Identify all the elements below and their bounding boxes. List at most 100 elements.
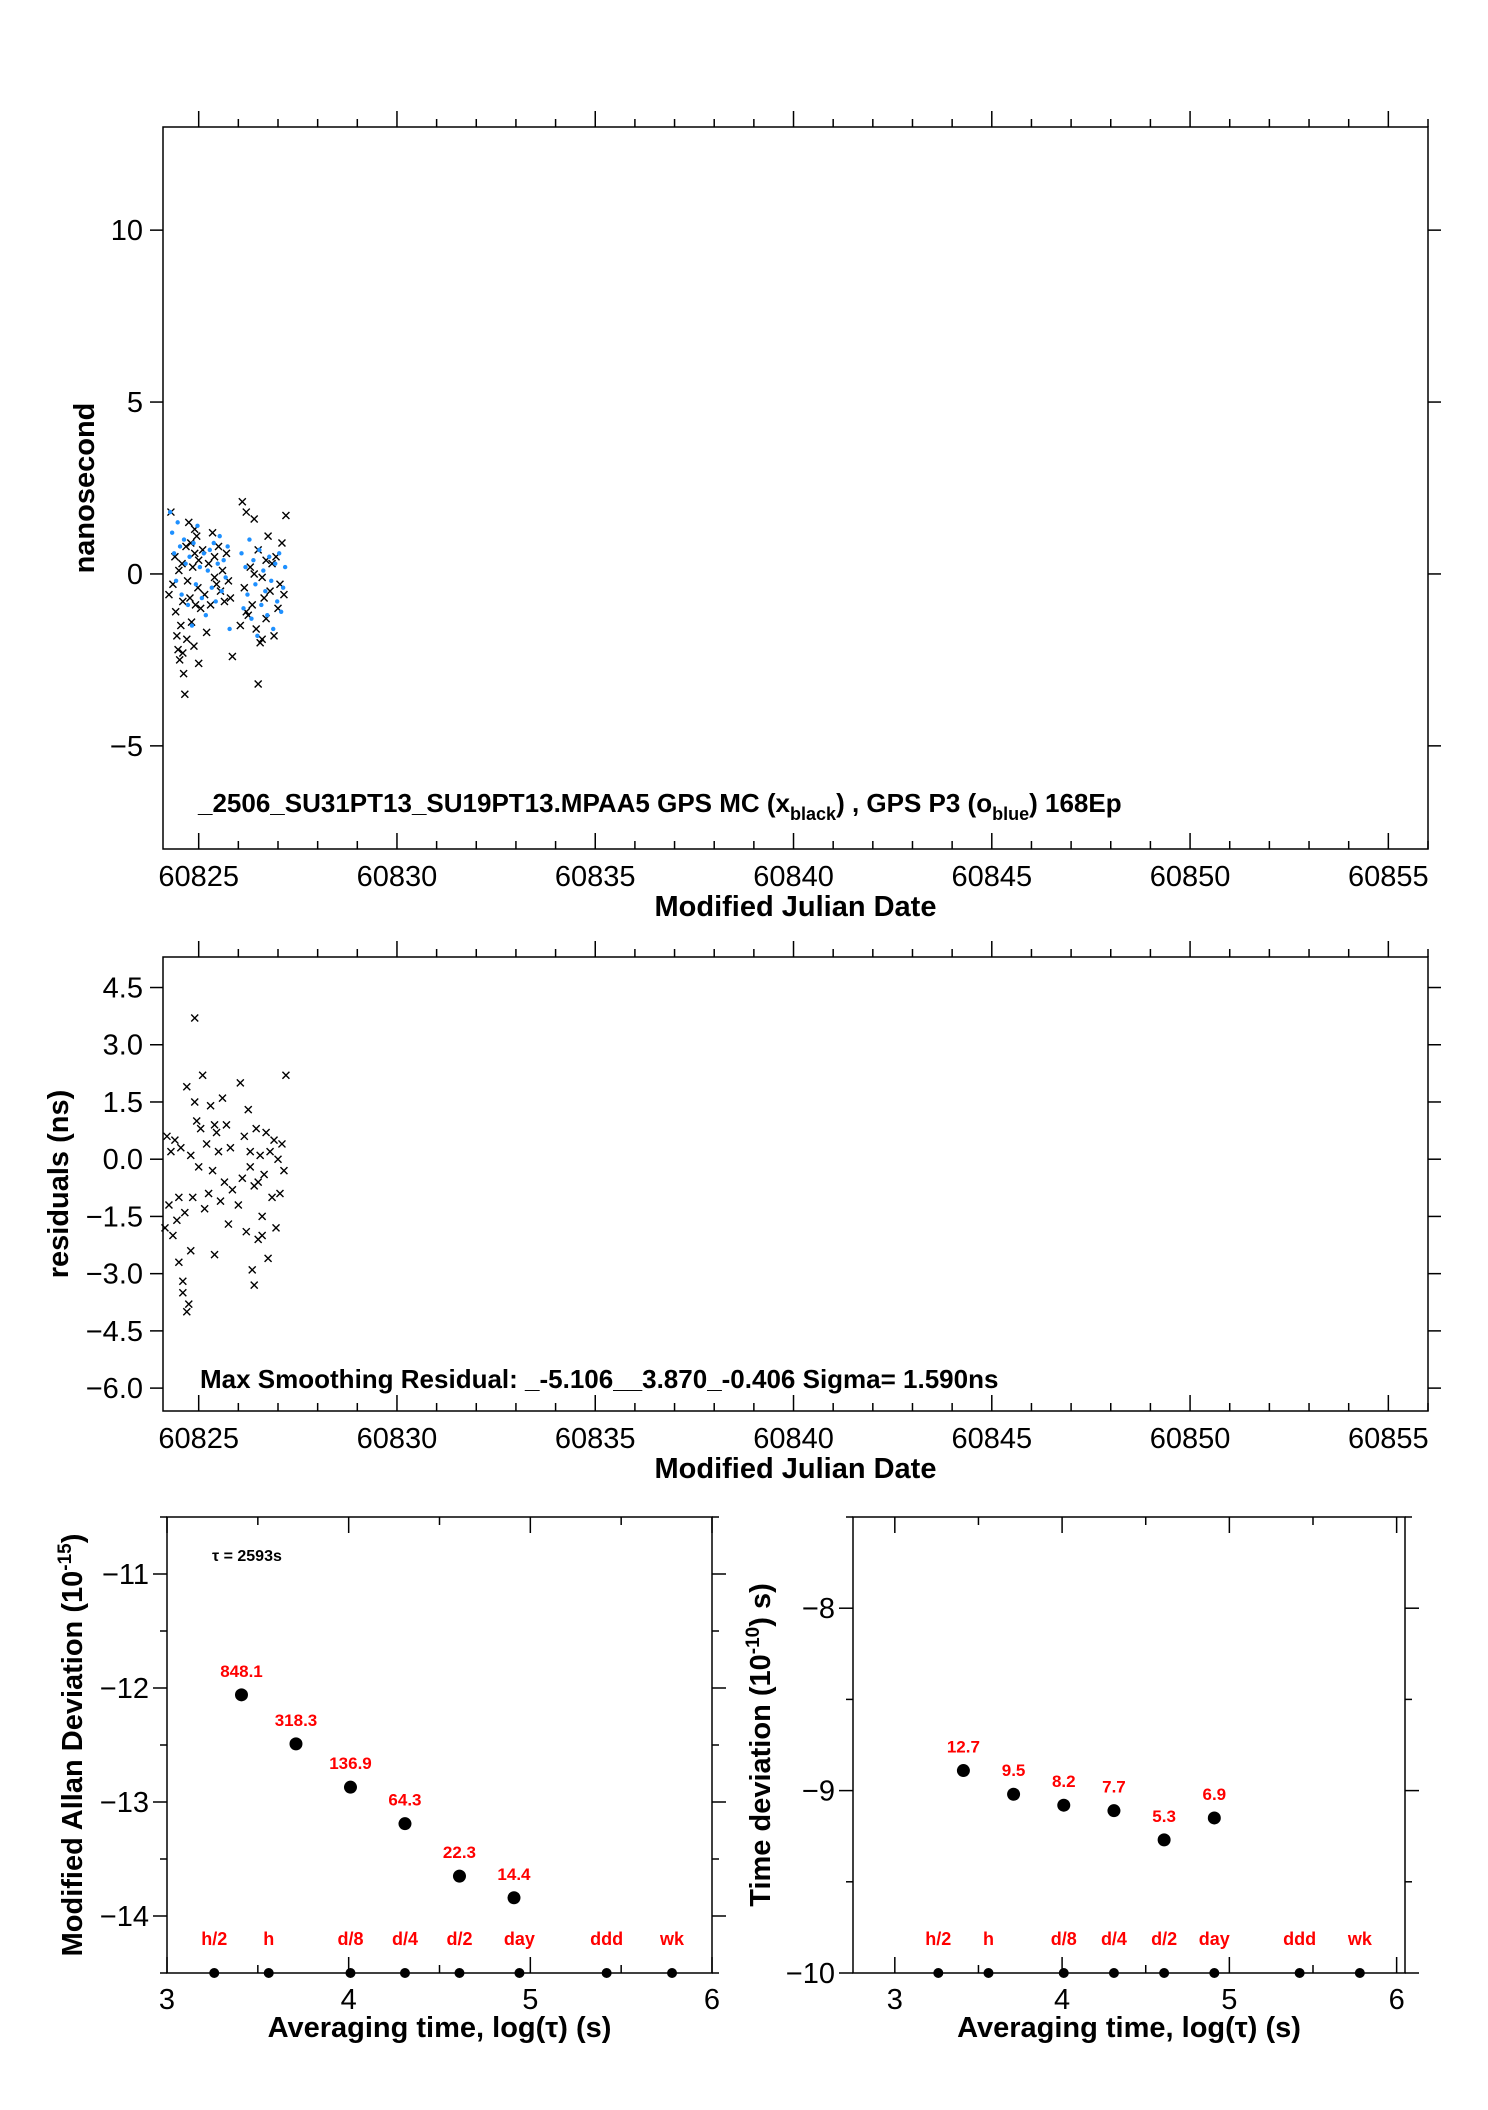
y-tick-label: 5 [127,387,143,419]
data-point [190,549,199,558]
data-point [174,1193,183,1202]
data-point [270,1136,279,1145]
data-point [202,628,211,637]
x-axis-title: Averaging time, log(τ) (s) [268,2012,612,2044]
deviation-point [1207,1811,1221,1825]
tau-marker-label: wk [659,1929,685,1949]
data-point [261,568,266,573]
data-point [214,542,223,551]
data-point [276,551,282,556]
data-point [255,633,260,639]
data-point [228,1185,237,1194]
data-point [184,1300,193,1309]
data-point [238,497,247,506]
data-point [272,1223,281,1232]
data-point [166,1147,175,1156]
data-point [266,1147,275,1156]
annotation-text: _2506_SU31PT13_SU19PT13.MPAA5 GPS MC (x [197,788,791,818]
top-annotation: _2506_SU31PT13_SU19PT13.MPAA5 GPS MC (x b… [197,788,1122,824]
data-point [206,600,215,609]
tau-marker-label: d/8 [1051,1929,1077,1949]
x-tick-label: 60845 [951,861,1032,893]
data-point [168,1231,177,1240]
y-tick-label: −9 [802,1776,835,1808]
data-point [167,509,173,515]
deviation-point [507,1891,521,1905]
data-point [192,1117,201,1126]
data-point [223,575,228,580]
data-point [162,1132,171,1141]
data-point [204,1189,213,1198]
data-point [187,618,196,627]
data-point [176,621,185,630]
data-point [182,635,191,644]
data-point [248,1265,257,1274]
tau-marker-label: h/2 [925,1929,951,1949]
data-point [192,532,201,541]
data-point [246,1162,255,1171]
data-point [164,1200,173,1209]
y-tick-label: 4.5 [103,973,143,1005]
data-point [215,561,220,566]
data-point [208,1166,217,1175]
y-axis-title-end: ) [57,1534,89,1544]
data-point [194,556,203,565]
deviation-point-label: 6.9 [1202,1785,1226,1804]
data-point [194,659,203,668]
tau-marker-label: d/4 [1101,1929,1127,1949]
data-point [218,566,227,575]
data-point [273,561,278,566]
data-point [240,1132,249,1141]
deviation-point [1007,1787,1021,1801]
deviation-point [1107,1804,1121,1818]
tau-marker-label: d/2 [446,1929,472,1949]
data-point [270,631,279,640]
data-point [239,551,244,556]
tau-marker-label: d/8 [337,1929,363,1949]
data-point [185,594,194,603]
x-tick-label: 60825 [158,1423,239,1455]
data-point [263,588,268,594]
deviation-point-label: 64.3 [388,1791,421,1810]
tau-annotation: τ = 2593s [212,1548,282,1565]
y-tick-label: 10 [111,215,143,247]
data-point [279,590,288,599]
data-point [178,1288,187,1297]
data-point [257,547,262,553]
data-point [268,559,277,568]
annotation-text: ) 168Ep [1029,788,1122,818]
data-point [267,554,272,559]
x-axis-title: Averaging time, log(τ) (s) [957,2012,1301,2044]
data-point [217,533,222,539]
data-point [277,539,286,548]
data-point [250,569,259,578]
tau-marker-label: h [983,1929,994,1949]
data-point [234,1200,243,1209]
data-point [176,1143,185,1152]
tau-marker-label: ddd [1283,1929,1316,1949]
data-point [182,1307,191,1316]
y-tick-label: 0 [127,559,143,591]
data-point [212,1128,221,1137]
data-point [178,649,187,658]
y-tick-label: −11 [102,1559,149,1591]
data-point [170,1136,179,1145]
data-point [260,594,269,603]
data-point [222,1120,231,1129]
deviation-point-label: 318.3 [275,1711,318,1730]
x-tick-label: 60840 [753,861,834,893]
tau-marker-label: day [504,1929,535,1949]
data-point [258,1212,267,1221]
data-point [204,559,213,568]
deviation-point-label: 9.5 [1002,1761,1026,1780]
data-point [182,542,190,551]
y-axis-title: Time deviation (10-10) s) [743,1583,777,1906]
data-point [271,626,276,632]
mid-frame [162,956,1429,1412]
data-point [236,1078,245,1087]
data-point [174,645,183,654]
deviation-point-label: 12.7 [947,1738,980,1757]
y-tick-label: −12 [100,1673,149,1705]
data-point [209,585,214,590]
annotation-subscript: blue [992,804,1029,824]
